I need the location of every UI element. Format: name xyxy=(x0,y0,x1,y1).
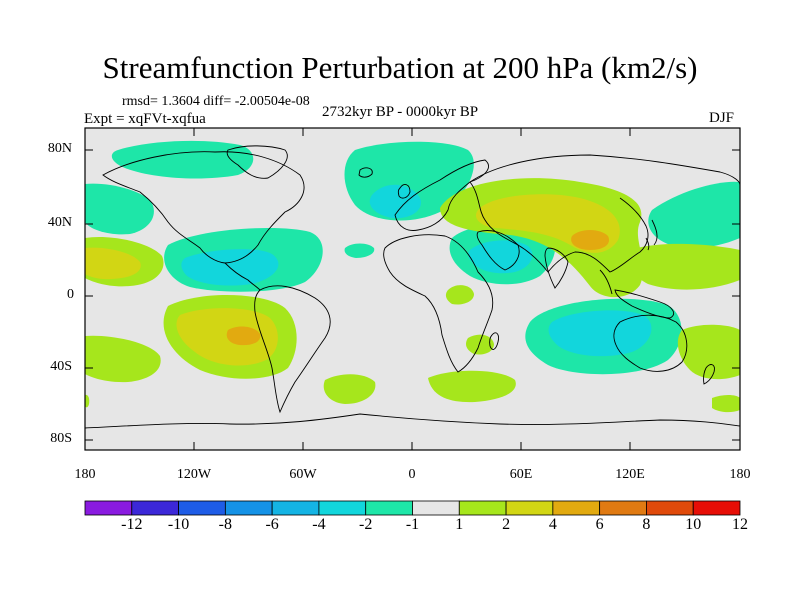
lat-label-80s: 80S xyxy=(50,431,72,446)
negative-anomalies xyxy=(85,140,740,375)
coast-north-america xyxy=(102,151,305,264)
coast-antarctica xyxy=(85,413,740,429)
lon-label-0: 0 xyxy=(408,467,416,482)
lat-label-0: 0 xyxy=(67,287,74,302)
colorbar-swatch xyxy=(131,500,179,516)
contour-s-pacific-core xyxy=(226,326,261,346)
colorbar-label: 10 xyxy=(685,516,702,533)
colorbar-swatch xyxy=(412,500,460,516)
coast-greenland xyxy=(226,145,288,179)
contour-s-ocean-west xyxy=(85,394,90,408)
colorbar-label: 4 xyxy=(548,516,557,533)
contour-tibet-core xyxy=(571,230,610,250)
colorbar-swatch xyxy=(178,500,226,516)
colorbar-label: 12 xyxy=(732,516,748,533)
colorbar-swatch xyxy=(84,500,133,516)
lon-label-60e: 60E xyxy=(509,467,533,482)
colorbar-label: -12 xyxy=(121,516,143,533)
colorbar-label: -1 xyxy=(405,516,420,533)
colorbar-label: 6 xyxy=(595,516,604,533)
contour-s-atlantic-1 xyxy=(323,374,376,404)
colorbar-swatch xyxy=(271,500,320,516)
lat-label-80n: 80N xyxy=(47,141,72,156)
coast-se-asia xyxy=(599,269,674,319)
coast-india xyxy=(544,247,569,289)
colorbar-label: 2 xyxy=(502,516,511,533)
colorbar-swatch xyxy=(318,500,367,516)
lon-label-180e: 180 xyxy=(729,467,751,482)
coast-south-america xyxy=(254,285,331,414)
colorbar xyxy=(84,500,741,516)
colorbar-label: -10 xyxy=(167,516,190,533)
contour-s-pacific-far xyxy=(85,335,161,383)
colorbar-swatch xyxy=(692,500,741,516)
lon-label-60w: 60W xyxy=(289,467,317,482)
experiment-label: Expt = xqFVt-xqfua xyxy=(84,111,206,127)
contour-s-africa xyxy=(466,334,494,355)
coast-africa xyxy=(383,234,494,373)
colorbar-swatch xyxy=(505,500,554,516)
coast-new-zealand xyxy=(703,364,715,385)
period-label: 2732kyr BP - 0000kyr BP xyxy=(322,104,479,120)
colorbar-label: -4 xyxy=(312,516,326,533)
plot-title: Streamfunction Perturbation at 200 hPa (… xyxy=(102,50,698,85)
coast-iceland xyxy=(358,167,373,178)
lon-label-180w: 180 xyxy=(74,467,96,482)
colorbar-swatch xyxy=(599,500,647,516)
contour-n-pacific-west xyxy=(85,183,154,235)
colorbar-swatch xyxy=(365,500,413,516)
contour-s-indian-core xyxy=(548,310,652,357)
contour-n-atlantic-core xyxy=(369,184,421,219)
contour-n-greenland xyxy=(111,140,254,179)
lat-label-40s: 40S xyxy=(50,359,72,374)
coast-arabia xyxy=(476,230,520,271)
stats-annotation: rmsd= 1.3604 diff= -2.00504e-08 xyxy=(122,94,310,109)
map-panel xyxy=(84,127,741,451)
coastlines xyxy=(85,145,740,429)
lon-label-120e: 120E xyxy=(615,467,645,482)
contour-w-pacific-tropics xyxy=(628,243,740,290)
coast-madagascar xyxy=(489,332,499,350)
contour-s-ocean xyxy=(712,395,740,413)
season-label: DJF xyxy=(709,110,735,126)
colorbar-label: -8 xyxy=(218,516,232,533)
contour-mid-pacific-mid xyxy=(85,247,141,280)
coast-asia xyxy=(469,154,740,273)
axis-ticks xyxy=(84,128,741,450)
lon-label-120w: 120W xyxy=(176,467,212,482)
colorbar-label: 8 xyxy=(642,516,651,533)
colorbar-label: -2 xyxy=(359,516,373,533)
positive-anomalies xyxy=(85,178,740,413)
contour-fields xyxy=(85,140,740,413)
contour-s-atlantic-2 xyxy=(428,370,516,403)
colorbar-swatch xyxy=(552,500,601,516)
colorbar-swatch xyxy=(458,500,507,516)
colorbar-label: 1 xyxy=(455,516,464,533)
colorbar-label: -6 xyxy=(265,516,279,533)
coast-australia xyxy=(613,314,688,372)
colorbar-swatch xyxy=(646,500,694,516)
lat-label-40n: 40N xyxy=(47,215,72,230)
contour-n-pacific-east xyxy=(648,181,740,249)
colorbar-swatch xyxy=(224,500,273,516)
coast-central-america xyxy=(224,262,261,291)
contour-e-atlantic-eq xyxy=(445,285,474,305)
coast-japan xyxy=(645,219,658,251)
coast-uk xyxy=(397,184,411,199)
contour-n-pacific-small xyxy=(344,243,375,258)
contour-sw-pacific xyxy=(677,324,740,380)
